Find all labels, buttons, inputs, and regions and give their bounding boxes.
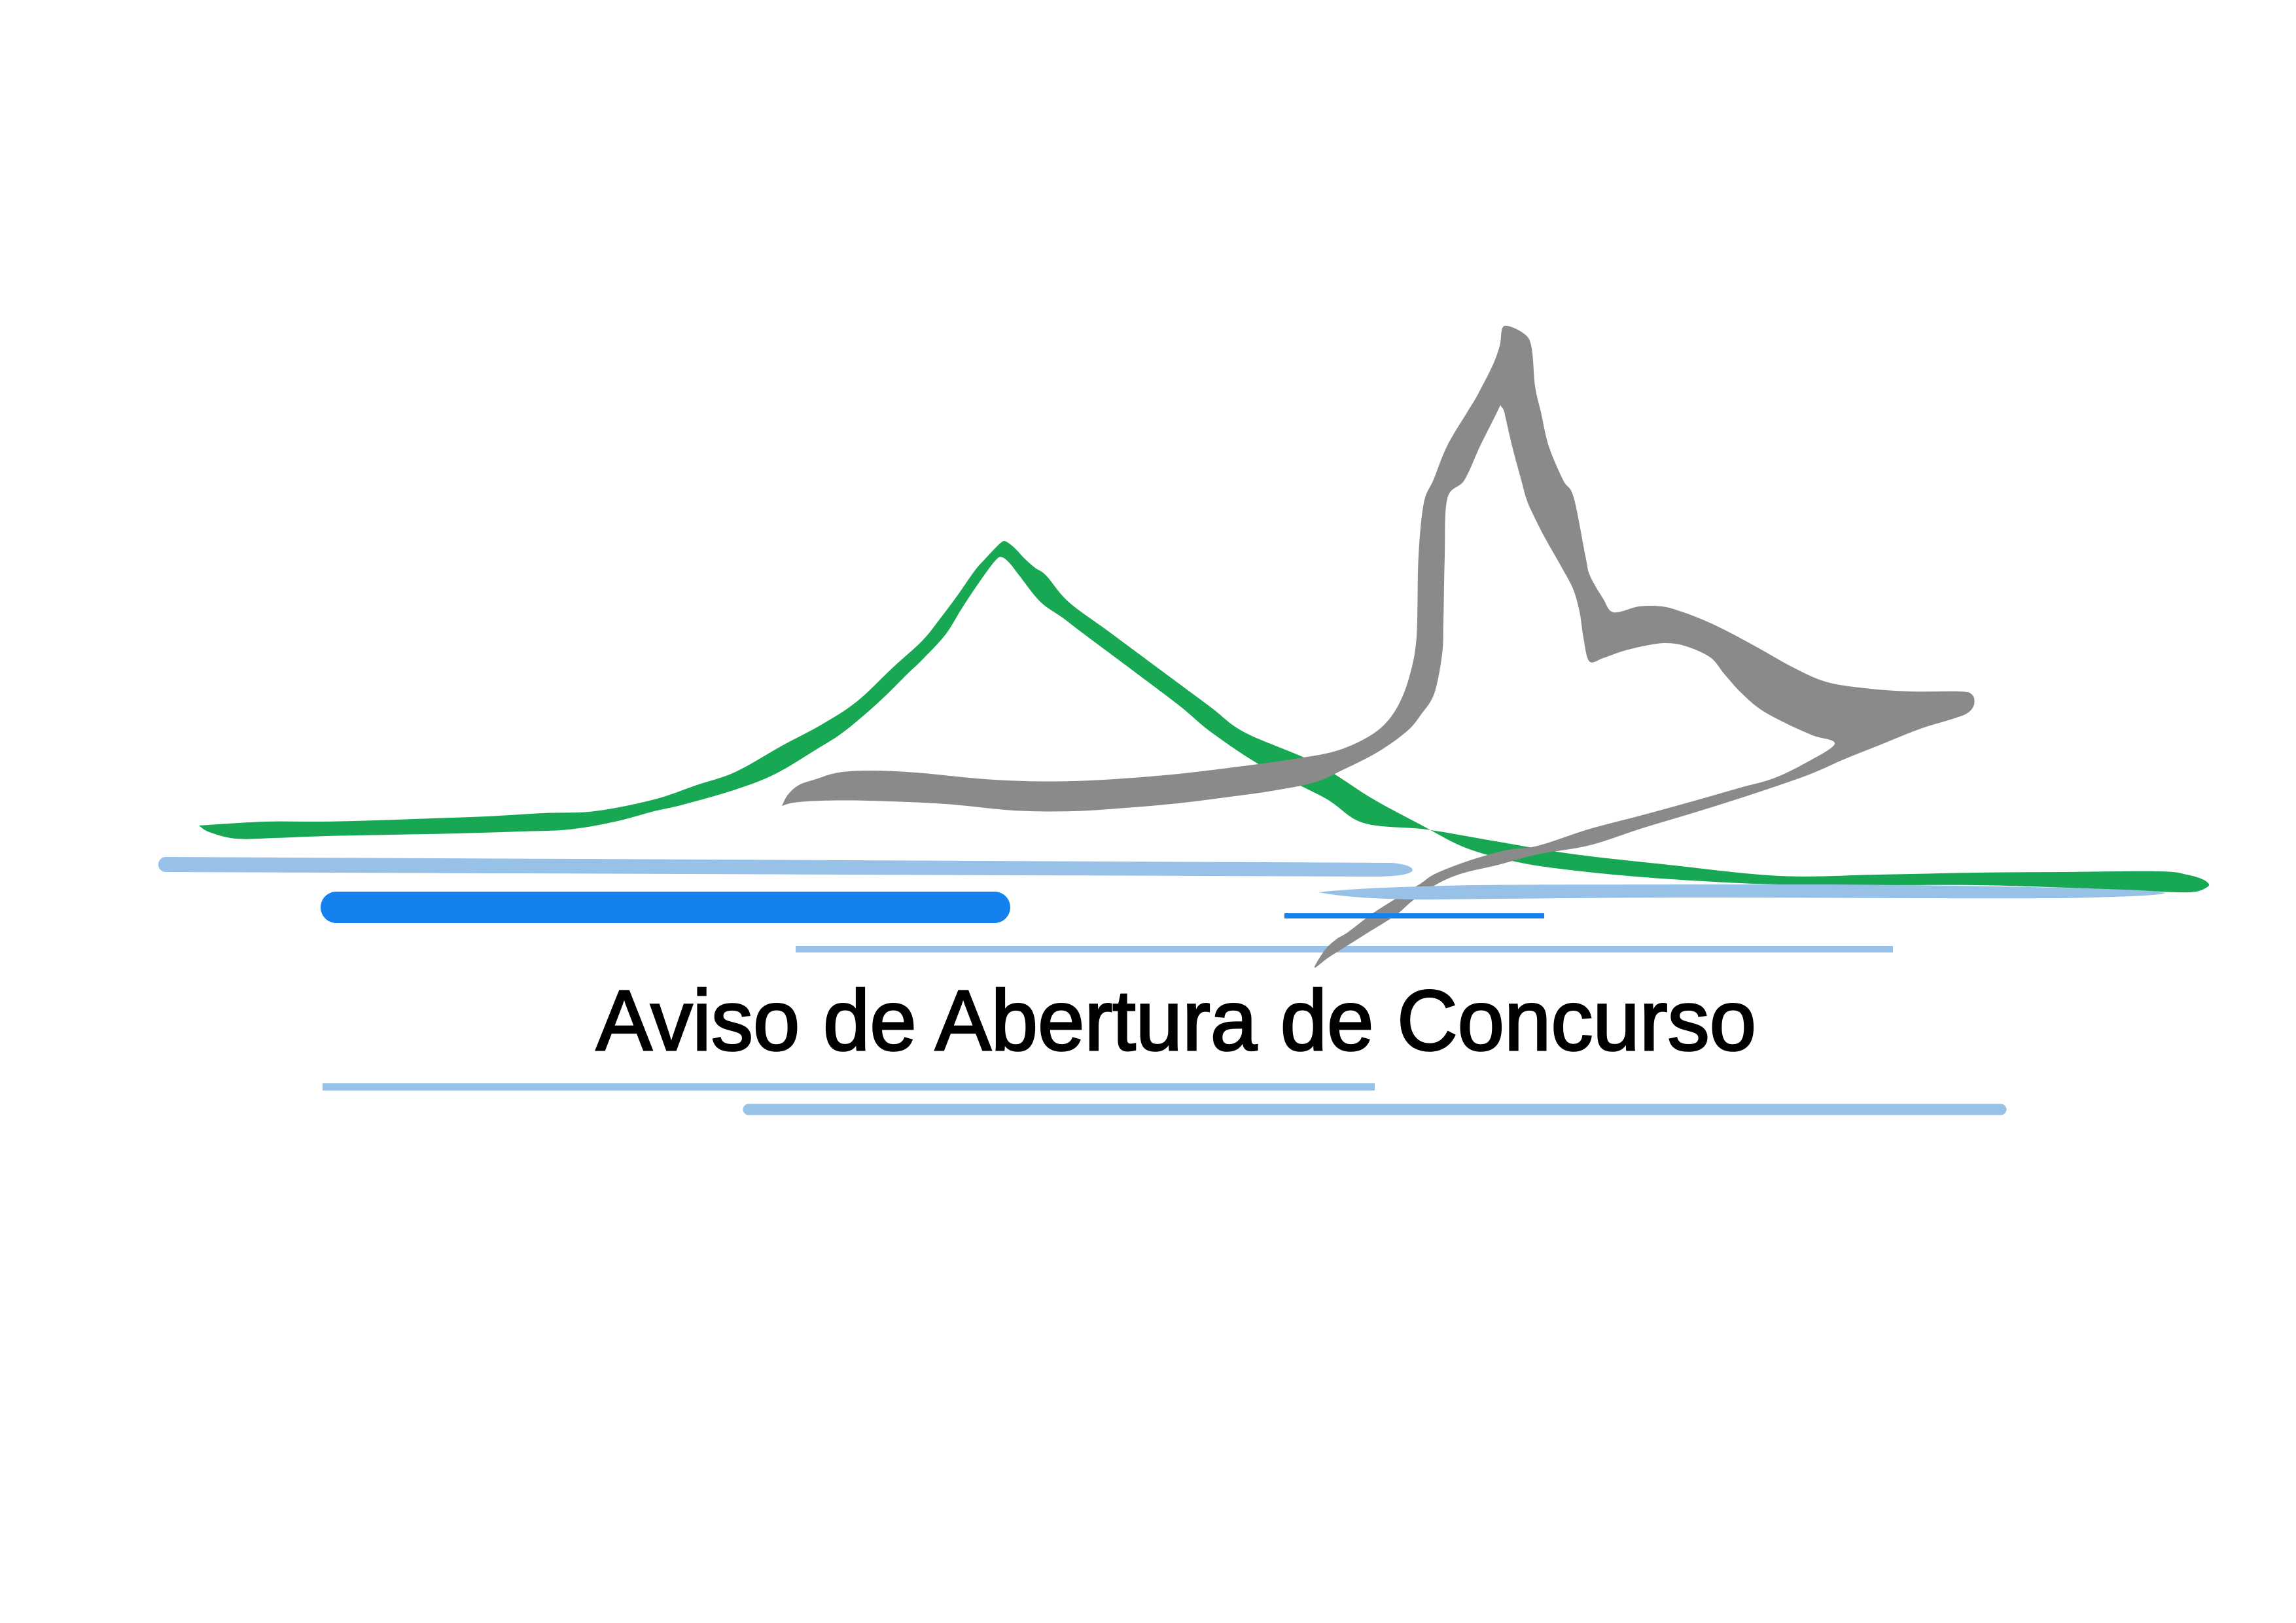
- svg-text:Aviso de Abertura de Concurso: Aviso de Abertura de Concurso: [596, 972, 1756, 1068]
